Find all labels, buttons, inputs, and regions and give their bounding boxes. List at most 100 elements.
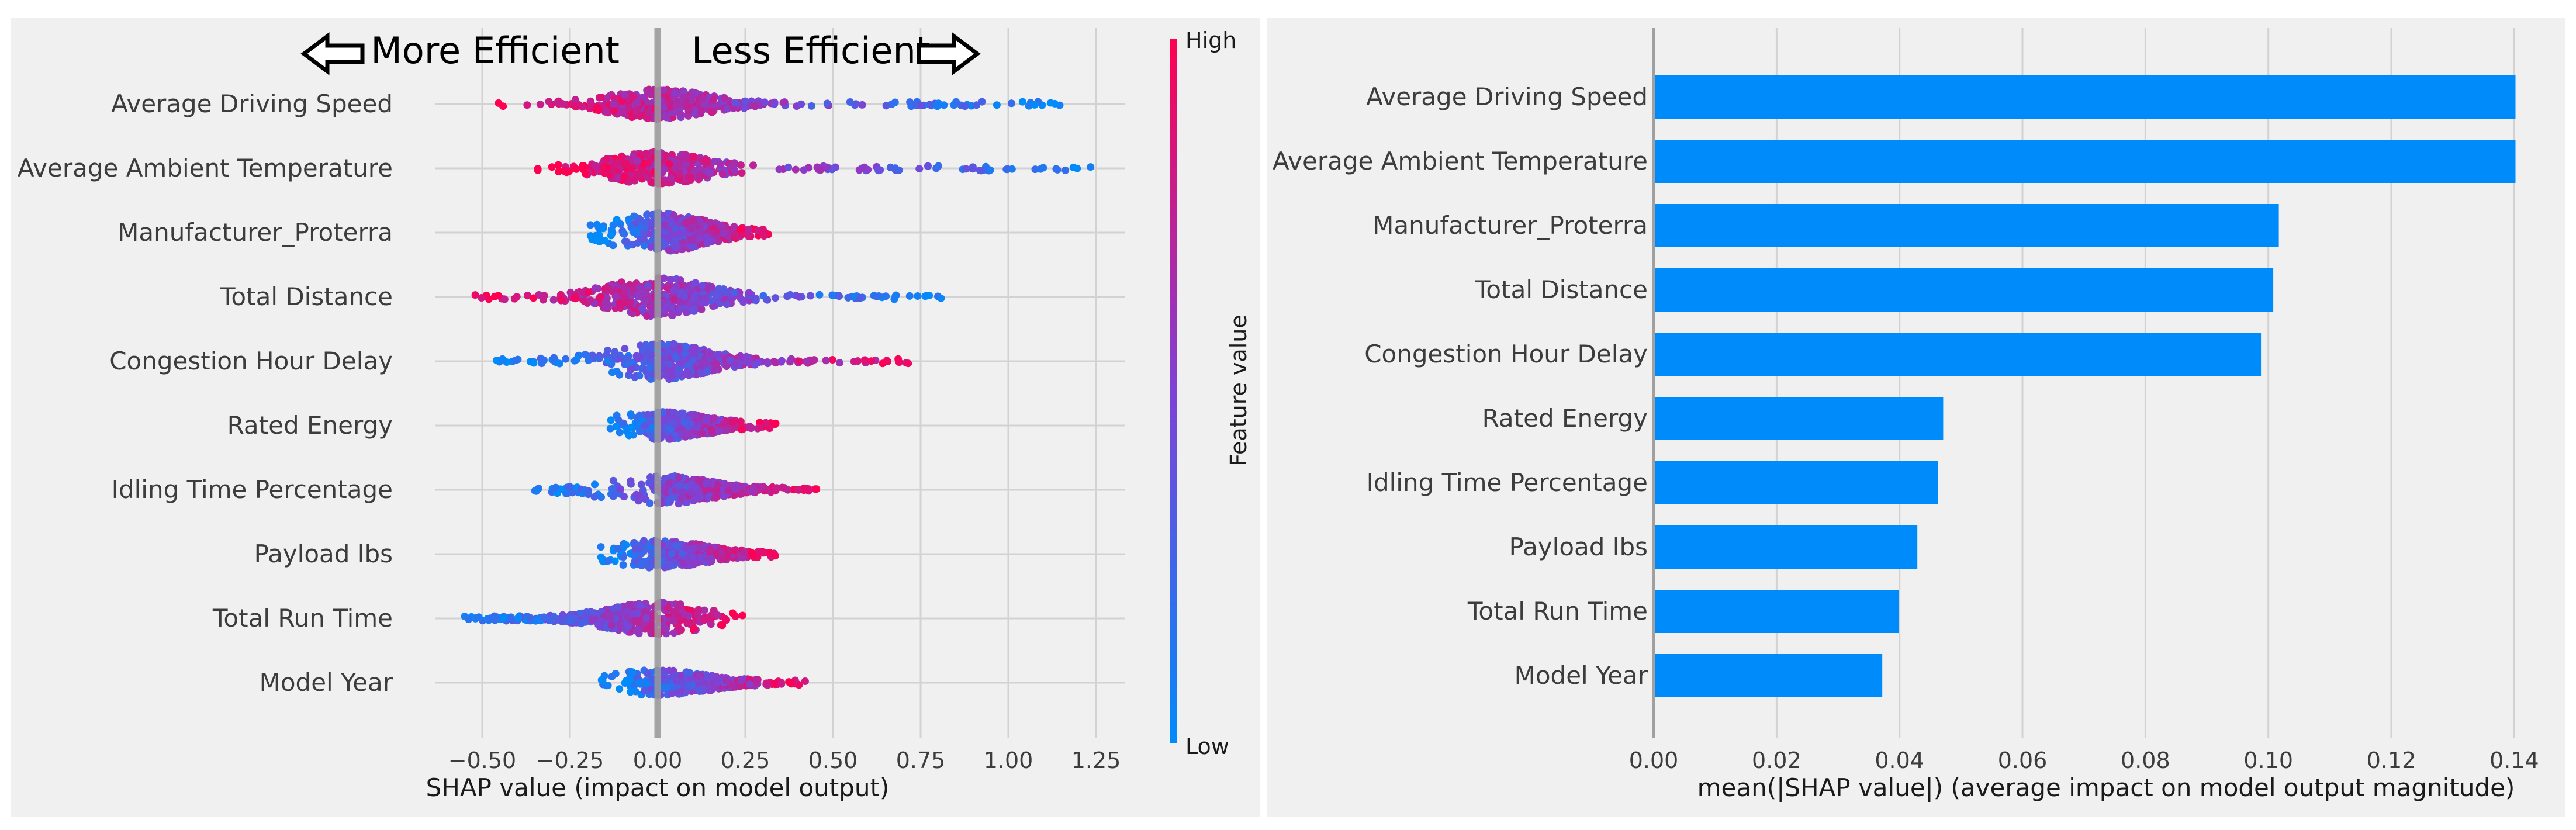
beeswarm-point	[612, 293, 620, 301]
beeswarm-point	[645, 563, 653, 572]
beeswarm-point	[690, 625, 698, 632]
colorbar-high-label: High	[1185, 27, 1236, 53]
beeswarm-point	[914, 292, 922, 300]
beeswarm-point	[663, 604, 672, 612]
beeswarm-point	[665, 246, 673, 254]
beeswarm-point	[611, 557, 619, 565]
beeswarm-point	[628, 113, 636, 122]
beeswarm-point	[669, 311, 677, 319]
beeswarm-point	[627, 411, 635, 420]
beeswarm-point	[607, 231, 615, 240]
beeswarm-point	[895, 166, 903, 174]
beeswarm-point	[643, 211, 651, 219]
beeswarm-point	[609, 476, 617, 485]
beeswarm-point	[882, 102, 890, 110]
more-efficient-annotation: More Efficient	[300, 29, 620, 75]
beeswarm-feature-label: Payload lbs	[254, 540, 393, 568]
bar	[1654, 75, 2516, 119]
beeswarm-point	[500, 613, 508, 621]
beeswarm-point	[674, 369, 682, 378]
beeswarm-point	[741, 97, 749, 105]
beeswarm-point	[621, 679, 629, 687]
beeswarm-point	[731, 486, 739, 494]
beeswarm-point	[514, 355, 522, 364]
beeswarm-point	[864, 165, 872, 174]
beeswarm-point	[562, 355, 570, 363]
beeswarm-point	[687, 94, 696, 101]
beeswarm-feature-label: Manufacturer_Proterra	[117, 218, 393, 247]
beeswarm-point	[623, 607, 631, 615]
beeswarm-point	[737, 677, 745, 685]
beeswarm-point	[694, 544, 703, 552]
beeswarm-point	[689, 345, 697, 354]
beeswarm-point	[594, 106, 603, 115]
beeswarm-point	[777, 680, 786, 688]
beeswarm-feature-label: Idling Time Percentage	[112, 475, 393, 504]
beeswarm-point	[677, 687, 685, 696]
beeswarm-point	[676, 482, 684, 490]
beeswarm-point	[697, 227, 705, 236]
beeswarm-point	[700, 101, 708, 109]
beeswarm-feature-label: Total Distance	[220, 282, 393, 311]
beeswarm-point	[699, 282, 706, 290]
beeswarm-point	[711, 493, 719, 502]
beeswarm-point	[784, 163, 793, 171]
beeswarm-point	[630, 551, 638, 559]
beeswarm-point	[676, 305, 684, 313]
beeswarm-point	[610, 107, 618, 115]
beeswarm-point	[675, 603, 683, 611]
beeswarm-point	[702, 415, 710, 423]
beeswarm-point	[924, 162, 932, 170]
beeswarm-point	[635, 678, 643, 686]
beeswarm-point	[677, 626, 685, 634]
beeswarm-point	[606, 424, 614, 433]
beeswarm-point	[696, 553, 704, 561]
beeswarm-point	[1069, 163, 1077, 171]
beeswarm-point	[704, 555, 713, 563]
beeswarm-point	[678, 549, 686, 558]
beeswarm-point	[882, 292, 890, 300]
beeswarm-point	[677, 288, 686, 296]
beeswarm-point	[539, 296, 547, 304]
beeswarm-point	[874, 292, 883, 300]
beeswarm-point	[590, 493, 599, 501]
beeswarm-point	[803, 485, 811, 493]
beeswarm-point	[766, 424, 774, 433]
beeswarm-point	[807, 102, 815, 110]
beeswarm-point	[594, 285, 602, 292]
bar-category-label: Average Ambient Temperature	[1273, 147, 1648, 175]
beeswarm-point	[713, 227, 721, 235]
beeswarm-point	[692, 494, 700, 503]
beeswarm-point	[672, 102, 680, 110]
beeswarm-point	[624, 355, 632, 363]
beeswarm-point	[759, 483, 767, 491]
beeswarm-point	[681, 219, 689, 227]
bar-series	[1654, 75, 2516, 697]
beeswarm-point	[601, 237, 609, 245]
beeswarm-point	[629, 92, 637, 101]
beeswarm-point	[737, 225, 745, 233]
beeswarm-point	[586, 97, 594, 105]
beeswarm-point	[648, 423, 656, 431]
beeswarm-point	[714, 611, 721, 619]
beeswarm-point	[737, 417, 745, 426]
right-arrow-icon	[917, 32, 981, 75]
beeswarm-point	[666, 541, 675, 549]
beeswarm-point	[604, 302, 612, 309]
beeswarm-point	[1087, 163, 1095, 171]
beeswarm-point	[713, 679, 721, 687]
beeswarm-point	[634, 293, 642, 301]
beeswarm-point	[523, 101, 531, 109]
bar-category-label: Idling Time Percentage	[1367, 468, 1648, 497]
beeswarm-point	[697, 109, 705, 117]
beeswarm-point	[835, 359, 843, 367]
beeswarm-point	[592, 162, 600, 170]
beeswarm-point	[852, 100, 860, 108]
beeswarm-point	[611, 160, 619, 168]
bar	[1654, 268, 2274, 312]
bar-x-tick-label: 0.04	[1875, 748, 1924, 773]
beeswarm-point	[756, 423, 764, 431]
beeswarm-point	[600, 162, 608, 171]
beeswarm-point	[786, 290, 794, 299]
bar	[1654, 525, 1918, 569]
